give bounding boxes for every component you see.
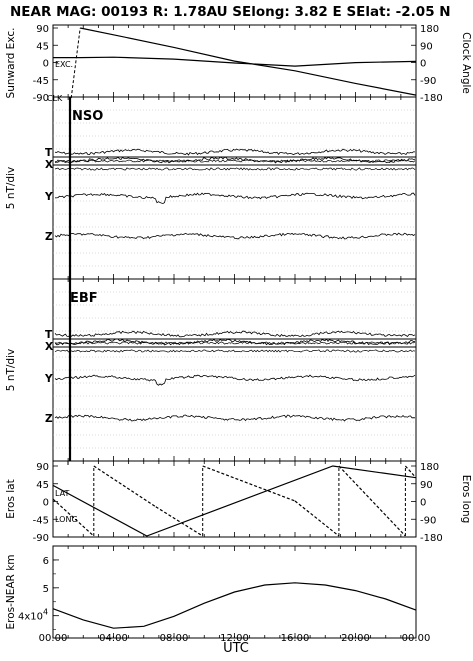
eros-lat-left-tick-label: 45: [36, 480, 49, 491]
eros-lat-ylabel: Eros lat: [5, 479, 17, 518]
ebf-trace-label-t: T: [45, 329, 53, 341]
range-tick-label: 6: [43, 556, 49, 567]
ebf-trace-label-z: Z: [45, 413, 53, 425]
nso-ylabel: 5 nT/div: [5, 167, 17, 209]
eros-lat-left-tick-label: -90: [33, 533, 49, 544]
nso-trace-secondary: [54, 159, 416, 163]
nso-title: NSO: [72, 109, 103, 124]
sunward-left-tick-label: -45: [33, 76, 49, 87]
ebf-trace-x: [54, 338, 416, 346]
sunward-left-tick-label: 45: [36, 41, 49, 52]
eros-lat-left-tick-label: 90: [36, 462, 49, 473]
eros-long-segment: [404, 465, 417, 479]
nso-trace-x: [54, 156, 416, 164]
nso-trace-y: [54, 192, 416, 204]
eros-long-right-tick-label: -90: [420, 515, 436, 526]
nso-trace-label-x: X: [45, 159, 53, 171]
eros-lat-line: [52, 465, 417, 537]
eros-long-right-tick-label: 90: [420, 480, 433, 491]
nso-trace-z: [54, 232, 416, 240]
nso-trace-label-z: Z: [45, 231, 53, 243]
tick-layer: 00:00 04:00 08:00 12:00 16:00 20:00 00:0090450…: [18, 24, 443, 644]
eros-near-range-line: [52, 582, 417, 629]
eros-long-segment: [155, 506, 204, 537]
figure-title: NEAR MAG: 00193 R: 1.78AU SElong: 3.82 E…: [10, 4, 451, 20]
x-tick-label: 12:00: [220, 633, 249, 644]
ebf-trace-y: [54, 374, 416, 386]
ebf-trace-label-x: X: [45, 341, 53, 353]
x-tick-label: 16:00: [281, 633, 310, 644]
x-tick-label: 08:00: [160, 633, 189, 644]
x-tick-label: 00:00: [39, 633, 68, 644]
clock-angle-ylabel: Clock Angle: [460, 32, 472, 94]
clock-right-tick-label: -90: [420, 76, 436, 87]
eros-long-right-tick-label: 0: [420, 498, 426, 509]
lat-annotation: LAT: [55, 489, 69, 498]
nso-trace-t: [54, 148, 416, 156]
sunward-left-tick-label: -90: [33, 93, 49, 104]
eros-long-segment: [202, 465, 296, 502]
range-tick-label: 5: [43, 584, 49, 595]
eros-long-ylabel: Eros long: [460, 475, 472, 524]
eros-panel-frame: [52, 460, 417, 538]
eros-long-segment: [93, 465, 157, 508]
sunward-exc-line: [53, 56, 417, 67]
nso-trace-label-y: Y: [44, 191, 53, 203]
sunward-ylabel: Sunward Exc.: [5, 28, 17, 99]
range-ylabel: Eros-NEAR km: [5, 554, 17, 629]
clock-right-tick-label: 90: [420, 41, 433, 52]
long-annotation: LONG: [55, 515, 78, 524]
ebf-ylabel: 5 nT/div: [5, 349, 17, 391]
eros-lat-left-tick-label: 0: [43, 498, 49, 509]
x-tick-label: 20:00: [341, 633, 370, 644]
eros-long-segment: [52, 498, 95, 537]
ebf-trace-secondary: [54, 341, 416, 345]
nso-trace-label-t: T: [45, 147, 53, 159]
ebf-title: EBF: [70, 291, 98, 306]
clock-right-tick-label: -180: [420, 93, 443, 104]
x-axis-label: UTC: [223, 641, 249, 656]
clock-angle-wrap: [70, 27, 81, 99]
ebf-trace-t: [54, 330, 416, 338]
ebf-trace-secondary: [54, 349, 416, 353]
x-tick-label: 00:00: [402, 633, 431, 644]
range-tick-exponent: 4: [43, 608, 48, 617]
range-tick-label: 4x10: [18, 612, 43, 623]
ebf-trace-z: [54, 414, 416, 422]
nso-trace-secondary: [54, 167, 416, 171]
eros-long-right-tick-label: 180: [420, 462, 439, 473]
ebf-trace-label-y: Y: [44, 373, 53, 385]
eros-long-segment: [338, 465, 406, 537]
clock-right-tick-label: 0: [420, 59, 426, 70]
sunward-left-tick-label: 90: [36, 24, 49, 35]
grid-layer: [53, 109, 416, 449]
clk-annotation: CLK: [47, 94, 63, 103]
eros-long-right-tick-label: -180: [420, 533, 443, 544]
clock-angle-line: [80, 27, 417, 96]
eros-lat-left-tick-label: -45: [33, 515, 49, 526]
x-tick-label: 04:00: [99, 633, 128, 644]
exc-annotation: EXC.: [55, 60, 73, 69]
clock-right-tick-label: 180: [420, 24, 439, 35]
sunward-left-tick-label: 0: [43, 59, 49, 70]
eros-long-segment: [294, 500, 340, 537]
